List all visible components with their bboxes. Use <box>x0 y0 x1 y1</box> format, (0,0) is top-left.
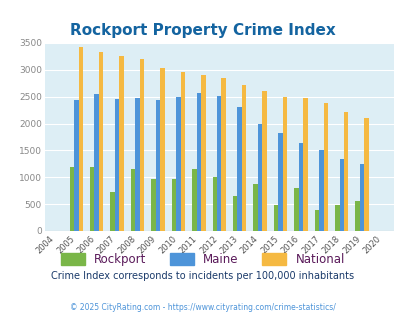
Bar <box>354 201 359 231</box>
Bar <box>130 169 135 231</box>
Bar <box>273 205 277 231</box>
Text: Crime Index corresponds to incidents per 100,000 inhabitants: Crime Index corresponds to incidents per… <box>51 271 354 281</box>
Text: © 2025 CityRating.com - https://www.cityrating.com/crime-statistics/: © 2025 CityRating.com - https://www.city… <box>70 303 335 312</box>
Bar <box>339 159 343 231</box>
Bar <box>262 91 266 231</box>
Bar <box>94 94 99 231</box>
Bar <box>216 96 221 231</box>
Bar <box>221 78 226 231</box>
Bar <box>160 68 164 231</box>
Bar <box>318 150 323 231</box>
Bar <box>110 192 115 231</box>
Bar <box>364 117 368 231</box>
Bar <box>334 205 339 231</box>
Bar <box>135 98 139 231</box>
Bar <box>192 169 196 231</box>
Bar <box>343 112 347 231</box>
Bar <box>282 97 286 231</box>
Bar <box>119 56 124 231</box>
Bar <box>115 99 119 231</box>
Bar <box>139 59 144 231</box>
Bar <box>298 143 303 231</box>
Text: Rockport Property Crime Index: Rockport Property Crime Index <box>70 23 335 38</box>
Bar <box>74 100 78 231</box>
Bar <box>151 179 156 231</box>
Bar <box>232 196 237 231</box>
Bar <box>257 123 262 231</box>
Bar <box>90 167 94 231</box>
Bar <box>294 188 298 231</box>
Bar <box>314 210 318 231</box>
Bar <box>180 73 185 231</box>
Bar <box>359 164 364 231</box>
Bar <box>241 85 246 231</box>
Bar <box>69 167 74 231</box>
Legend: Rockport, Maine, National: Rockport, Maine, National <box>56 248 349 271</box>
Bar <box>212 177 216 231</box>
Bar <box>237 107 241 231</box>
Bar <box>303 98 307 231</box>
Bar <box>200 75 205 231</box>
Bar <box>253 184 257 231</box>
Bar <box>196 93 200 231</box>
Bar <box>171 179 176 231</box>
Bar <box>99 52 103 231</box>
Bar <box>156 100 160 231</box>
Bar <box>176 97 180 231</box>
Bar <box>78 47 83 231</box>
Bar <box>277 133 282 231</box>
Bar <box>323 103 327 231</box>
